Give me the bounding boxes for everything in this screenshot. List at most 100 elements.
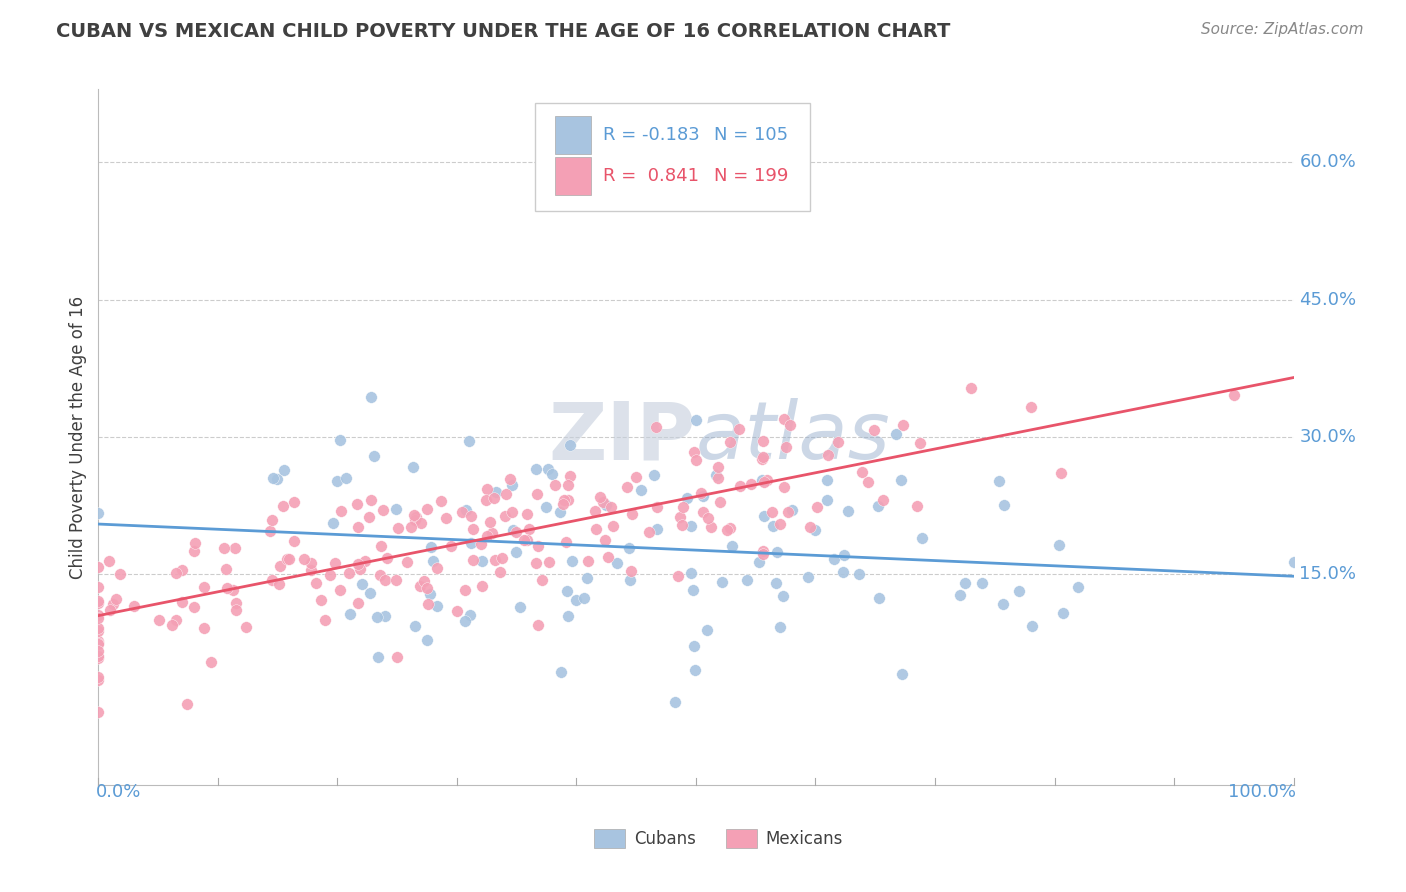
Point	[748, 555, 770, 569]
Point	[596, 550, 619, 565]
Point	[769, 620, 792, 634]
Point	[266, 472, 288, 486]
Point	[360, 493, 382, 508]
Point	[375, 550, 398, 565]
Point	[292, 552, 315, 566]
Point	[87, 596, 110, 610]
Point	[359, 510, 381, 524]
Point	[524, 556, 547, 570]
Point	[806, 500, 828, 515]
Point	[576, 554, 599, 568]
Point	[690, 486, 713, 500]
Point	[166, 566, 188, 581]
Point	[349, 562, 371, 576]
Point	[848, 566, 870, 581]
Point	[359, 586, 381, 600]
Text: R = -0.183: R = -0.183	[603, 126, 700, 144]
Point	[707, 460, 730, 475]
Point	[260, 573, 283, 587]
Point	[1007, 583, 1029, 598]
Text: 15.0%: 15.0%	[1299, 566, 1357, 583]
Point	[953, 576, 976, 591]
Point	[499, 472, 522, 486]
Point	[664, 695, 686, 709]
Point	[489, 565, 512, 579]
Point	[461, 523, 484, 537]
Point	[482, 491, 505, 505]
Point	[669, 510, 692, 524]
Point	[583, 503, 606, 517]
Point	[225, 596, 247, 610]
Point	[538, 555, 561, 569]
Point	[87, 580, 110, 594]
Point	[765, 576, 787, 591]
Point	[619, 574, 641, 588]
Point	[366, 609, 388, 624]
Text: N = 199: N = 199	[714, 167, 789, 185]
Point	[329, 582, 352, 597]
Point	[384, 502, 406, 516]
Point	[184, 536, 207, 550]
Point	[374, 608, 396, 623]
Point	[832, 548, 855, 562]
Point	[526, 462, 548, 476]
Point	[619, 541, 641, 555]
Point	[972, 575, 994, 590]
Point	[347, 519, 370, 533]
Y-axis label: Child Poverty Under the Age of 16: Child Poverty Under the Age of 16	[69, 295, 87, 579]
Point	[347, 596, 370, 610]
Point	[718, 434, 741, 449]
Point	[537, 462, 560, 476]
Point	[752, 434, 775, 448]
Point	[494, 509, 516, 524]
Point	[224, 541, 246, 555]
Point	[692, 490, 714, 504]
Point	[311, 592, 333, 607]
Point	[704, 468, 727, 483]
Point	[858, 475, 880, 490]
Point	[727, 422, 749, 436]
Point	[620, 564, 643, 578]
Point	[544, 477, 567, 491]
Point	[269, 577, 291, 591]
Point	[329, 433, 352, 447]
Point	[766, 545, 789, 559]
Point	[87, 637, 110, 651]
Point	[823, 552, 845, 566]
Point	[271, 500, 294, 514]
Point	[200, 655, 222, 669]
Point	[1223, 388, 1246, 402]
Point	[645, 522, 668, 536]
Point	[872, 493, 894, 508]
Point	[193, 621, 215, 635]
Point	[575, 571, 598, 585]
Point	[709, 495, 731, 509]
Point	[761, 505, 783, 519]
Point	[773, 480, 796, 494]
Point	[751, 473, 773, 487]
Point	[323, 557, 346, 571]
Point	[565, 592, 588, 607]
Point	[756, 473, 779, 487]
Point	[501, 478, 523, 492]
Point	[367, 650, 389, 665]
Point	[886, 426, 908, 441]
Point	[87, 560, 110, 574]
Point	[911, 531, 934, 545]
Point	[183, 544, 205, 558]
Point	[259, 524, 281, 538]
Point	[602, 519, 624, 533]
Point	[416, 502, 439, 516]
Point	[446, 604, 468, 618]
Point	[454, 503, 477, 517]
Point	[517, 522, 540, 536]
Text: 100.0%: 100.0%	[1227, 783, 1296, 801]
Point	[339, 607, 361, 621]
Point	[98, 554, 121, 568]
Point	[299, 556, 322, 570]
Point	[434, 511, 457, 525]
Point	[87, 644, 110, 658]
Point	[740, 477, 762, 491]
Point	[553, 493, 575, 508]
Point	[557, 493, 579, 508]
